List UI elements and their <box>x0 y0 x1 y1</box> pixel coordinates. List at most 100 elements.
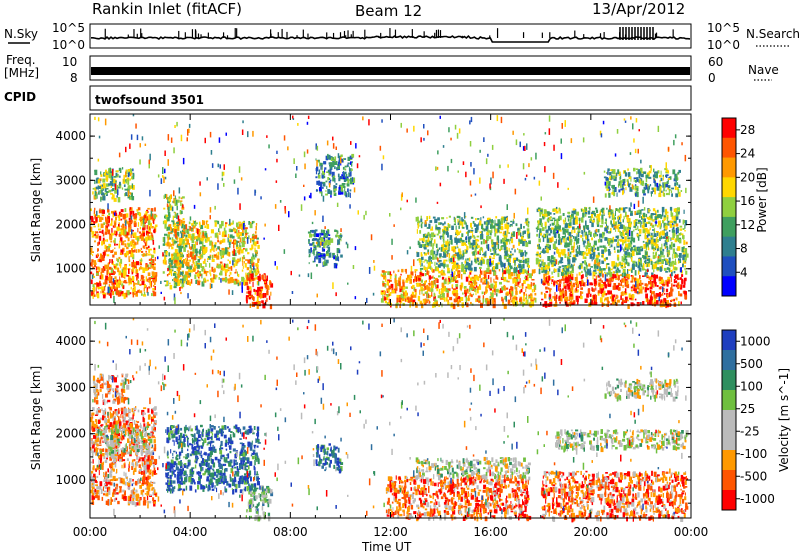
data-cell <box>547 244 551 248</box>
data-cell <box>129 207 132 210</box>
data-cell <box>456 267 458 272</box>
data-cell <box>188 272 192 277</box>
data-cell <box>106 266 109 272</box>
data-cell <box>110 184 112 188</box>
data-cell <box>456 265 458 268</box>
data-cell <box>143 222 145 228</box>
data-cell <box>341 190 344 193</box>
data-cell <box>493 278 495 283</box>
data-cell <box>537 209 541 212</box>
data-cell <box>623 248 625 252</box>
data-cell <box>123 184 126 187</box>
data-cell <box>256 303 259 309</box>
data-cell <box>625 211 627 218</box>
data-cell <box>422 233 425 238</box>
data-cell <box>456 232 459 235</box>
data-cell <box>253 268 256 273</box>
data-cell <box>92 284 95 288</box>
data-cell <box>324 169 326 173</box>
data-cell <box>125 213 129 218</box>
data-cell <box>553 219 557 221</box>
data-cell <box>459 217 461 222</box>
data-cell <box>419 224 421 227</box>
data-cell <box>173 211 176 214</box>
data-cell <box>447 267 450 272</box>
data-cell <box>661 230 665 236</box>
data-cell <box>555 280 558 284</box>
data-cell <box>249 278 251 284</box>
data-cell <box>678 219 681 223</box>
data-cell <box>90 226 93 232</box>
data-cell <box>666 236 670 239</box>
data-cell <box>494 300 496 304</box>
data-cell <box>630 210 633 215</box>
data-cell <box>527 224 530 228</box>
data-cell <box>262 293 265 299</box>
data-cell <box>180 271 183 275</box>
data-cell <box>108 212 111 216</box>
data-cell <box>676 283 679 287</box>
data-cell <box>519 299 522 305</box>
data-cell <box>585 298 588 303</box>
data-cell <box>122 267 124 270</box>
data-cell <box>499 231 503 234</box>
data-cell <box>430 294 433 297</box>
data-cell <box>539 218 542 224</box>
data-cell <box>435 256 438 260</box>
data-cell <box>522 241 525 247</box>
data-cell <box>228 274 231 277</box>
data-cell <box>583 209 585 215</box>
data-cell <box>340 185 344 191</box>
data-cell <box>246 276 249 281</box>
data-cell <box>135 283 138 285</box>
data-cell <box>384 290 386 296</box>
data-cell <box>433 292 435 298</box>
data-cell <box>257 258 260 263</box>
data-cell <box>435 224 437 228</box>
data-cell <box>551 279 554 282</box>
data-cell <box>650 239 654 245</box>
data-cell <box>562 289 564 292</box>
data-cell <box>558 279 562 284</box>
data-cell <box>526 228 530 232</box>
data-cell <box>570 294 572 300</box>
data-cell <box>506 228 509 234</box>
data-cell <box>116 285 118 291</box>
data-cell <box>121 187 124 190</box>
data-cell <box>645 284 648 289</box>
data-cell <box>135 293 138 297</box>
data-cell <box>583 266 586 271</box>
data-cell <box>523 230 526 234</box>
data-cell <box>456 215 460 219</box>
data-cell <box>317 253 321 256</box>
data-cell <box>585 231 588 236</box>
data-cell <box>181 232 184 237</box>
data-cell <box>588 263 591 267</box>
data-cell <box>179 263 182 267</box>
data-cell <box>591 287 593 291</box>
data-cell <box>447 232 449 238</box>
data-cell <box>145 236 148 239</box>
data-cell <box>554 292 556 297</box>
data-cell <box>454 218 456 224</box>
data-cell <box>442 243 444 248</box>
data-cell <box>469 243 472 249</box>
data-cell <box>612 285 616 290</box>
data-cell <box>416 252 420 257</box>
data-cell <box>639 262 641 267</box>
data-cell <box>591 247 594 252</box>
data-cell <box>656 236 658 239</box>
data-cell <box>170 194 172 199</box>
data-cell <box>671 228 674 233</box>
data-cell <box>203 245 206 248</box>
data-cell <box>424 298 427 303</box>
data-cell <box>95 235 99 239</box>
data-cell <box>609 271 613 277</box>
data-cell <box>618 268 620 271</box>
data-cell <box>490 283 494 289</box>
data-cell <box>567 252 569 257</box>
data-cell <box>122 214 126 220</box>
data-cell <box>180 253 182 256</box>
data-cell <box>683 249 685 252</box>
data-cell <box>249 270 252 274</box>
